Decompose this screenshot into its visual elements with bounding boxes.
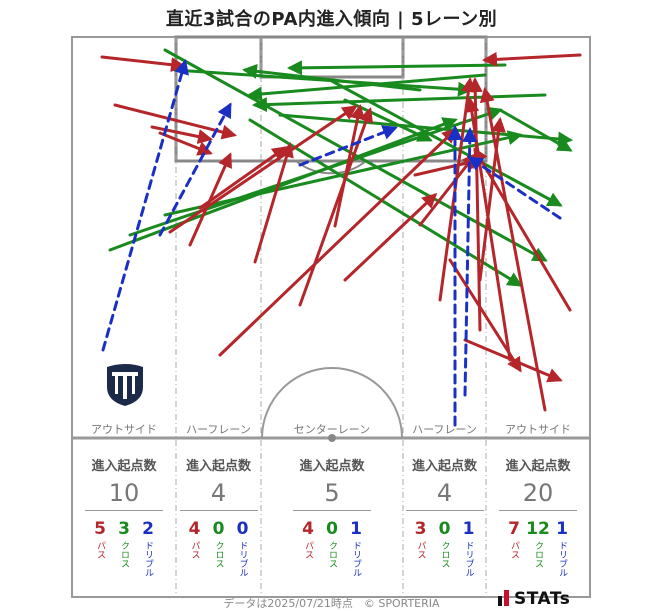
dribble-arrow bbox=[158, 102, 232, 237]
entry-count: 4 bbox=[210, 479, 227, 507]
panel-divider bbox=[293, 510, 371, 511]
lane-panel-center: 進入起点数 5 4 パス 0 クロス 1 ドリブル bbox=[261, 455, 403, 577]
entry-count: 10 bbox=[108, 479, 140, 507]
stat-pass: 4 パス bbox=[188, 519, 201, 559]
stat-pass: 5 パス bbox=[94, 519, 106, 559]
lane-panel-outside-left: 進入起点数 10 5 パス 3 クロス 2 ドリブル bbox=[72, 455, 176, 577]
stat-pass: 7 パス bbox=[508, 519, 520, 559]
goal-area bbox=[259, 35, 405, 79]
center-circle bbox=[261, 367, 403, 439]
dribble-arrow bbox=[467, 156, 562, 220]
lane-dividers bbox=[175, 37, 487, 597]
pass-arrow bbox=[333, 104, 365, 228]
panel-header: 進入起点数 bbox=[185, 459, 251, 474]
cross-arrow bbox=[278, 113, 573, 147]
stat-cross: 3 クロス bbox=[118, 519, 130, 568]
stat-pass: 3 パス bbox=[414, 519, 427, 559]
brand-text: STATs bbox=[514, 589, 571, 609]
cross-arrow bbox=[173, 68, 473, 97]
pass-arrow bbox=[479, 87, 547, 412]
lane-label-outside-right: アウトサイド bbox=[505, 423, 571, 436]
brand-logo: STATs bbox=[498, 589, 570, 609]
stat-dribble: 0 ドリブル bbox=[236, 519, 249, 577]
panel-header: 進入起点数 bbox=[299, 459, 365, 474]
stat-dribble: 1 ドリブル bbox=[462, 519, 475, 577]
panel-divider bbox=[85, 510, 163, 511]
pass-arrow bbox=[482, 51, 582, 67]
dribble-arrow bbox=[298, 125, 398, 167]
entry-count: 20 bbox=[522, 479, 554, 507]
pass-arrow bbox=[478, 117, 506, 282]
lane-panel-halfspace-left: 進入起点数 4 4 パス 0 クロス 0 ドリブル bbox=[176, 455, 261, 577]
pass-arrow bbox=[150, 125, 213, 144]
lane-panel-outside-right: 進入起点数 20 7 パス 12 クロス 1 ドリブル bbox=[486, 455, 590, 577]
brand-mark-icon bbox=[498, 590, 509, 606]
cross-arrow bbox=[287, 60, 507, 76]
stat-cross: 0 クロス bbox=[438, 519, 451, 568]
entry-count: 4 bbox=[436, 479, 453, 507]
pass-arrow bbox=[113, 103, 237, 140]
pass-arrow bbox=[100, 55, 186, 73]
penalty-arc bbox=[295, 160, 367, 175]
dribble-arrow bbox=[462, 127, 478, 397]
lane-label-outside-left: アウトサイド bbox=[91, 423, 157, 436]
stat-dribble: 2 ドリブル bbox=[142, 519, 154, 577]
pass-arrow bbox=[438, 77, 476, 302]
panel-header: 進入起点数 bbox=[505, 459, 571, 474]
lane-label-halfspace-right: ハーフレーン bbox=[412, 423, 477, 436]
pass-arrow bbox=[168, 105, 358, 234]
stat-pass: 4 パス bbox=[302, 519, 314, 559]
cross-arrow bbox=[128, 106, 503, 237]
pass-arrow bbox=[298, 107, 374, 307]
club-logo bbox=[104, 363, 146, 407]
panel-header: 進入起点数 bbox=[91, 459, 157, 474]
pass-arrow bbox=[158, 131, 213, 156]
stat-cross: 0 クロス bbox=[326, 519, 338, 568]
arrow-layer bbox=[100, 48, 582, 427]
center-spot bbox=[328, 434, 336, 442]
pass-arrow bbox=[198, 146, 288, 210]
stat-cross: 0 クロス bbox=[212, 519, 225, 568]
pass-arrow bbox=[473, 147, 572, 312]
page-title: 直近3試合のPA内進入傾向 | 5レーン別 bbox=[165, 9, 498, 30]
lane-panel-halfspace-right: 進入起点数 4 3 パス 0 クロス 1 ドリブル bbox=[403, 455, 486, 577]
panel-divider bbox=[499, 510, 577, 511]
pass-arrow bbox=[467, 77, 483, 332]
panel-divider bbox=[405, 510, 484, 511]
stat-cross: 12 クロス bbox=[526, 519, 550, 568]
entry-count: 5 bbox=[324, 479, 340, 507]
pass-arrow bbox=[343, 192, 438, 282]
cross-arrow bbox=[252, 93, 547, 113]
pass-arrow bbox=[464, 97, 512, 362]
pass-arrow bbox=[218, 127, 458, 357]
lane-label-center: センターレーン bbox=[293, 423, 371, 436]
pass-arrow bbox=[448, 258, 522, 373]
dribble-arrow bbox=[101, 59, 189, 352]
stat-dribble: 1 ドリブル bbox=[556, 519, 568, 577]
cross-arrow bbox=[498, 108, 573, 152]
stat-dribble: 1 ドリブル bbox=[350, 519, 362, 577]
panel-header: 進入起点数 bbox=[411, 459, 477, 474]
footer-credit: データは2025/07/21時点 © SPORTERIA bbox=[223, 597, 440, 610]
pass-arrow bbox=[418, 152, 477, 227]
panel-divider bbox=[179, 510, 258, 511]
pass-arrow bbox=[253, 142, 294, 264]
lane-label-halfspace-left: ハーフレーン bbox=[186, 423, 251, 436]
